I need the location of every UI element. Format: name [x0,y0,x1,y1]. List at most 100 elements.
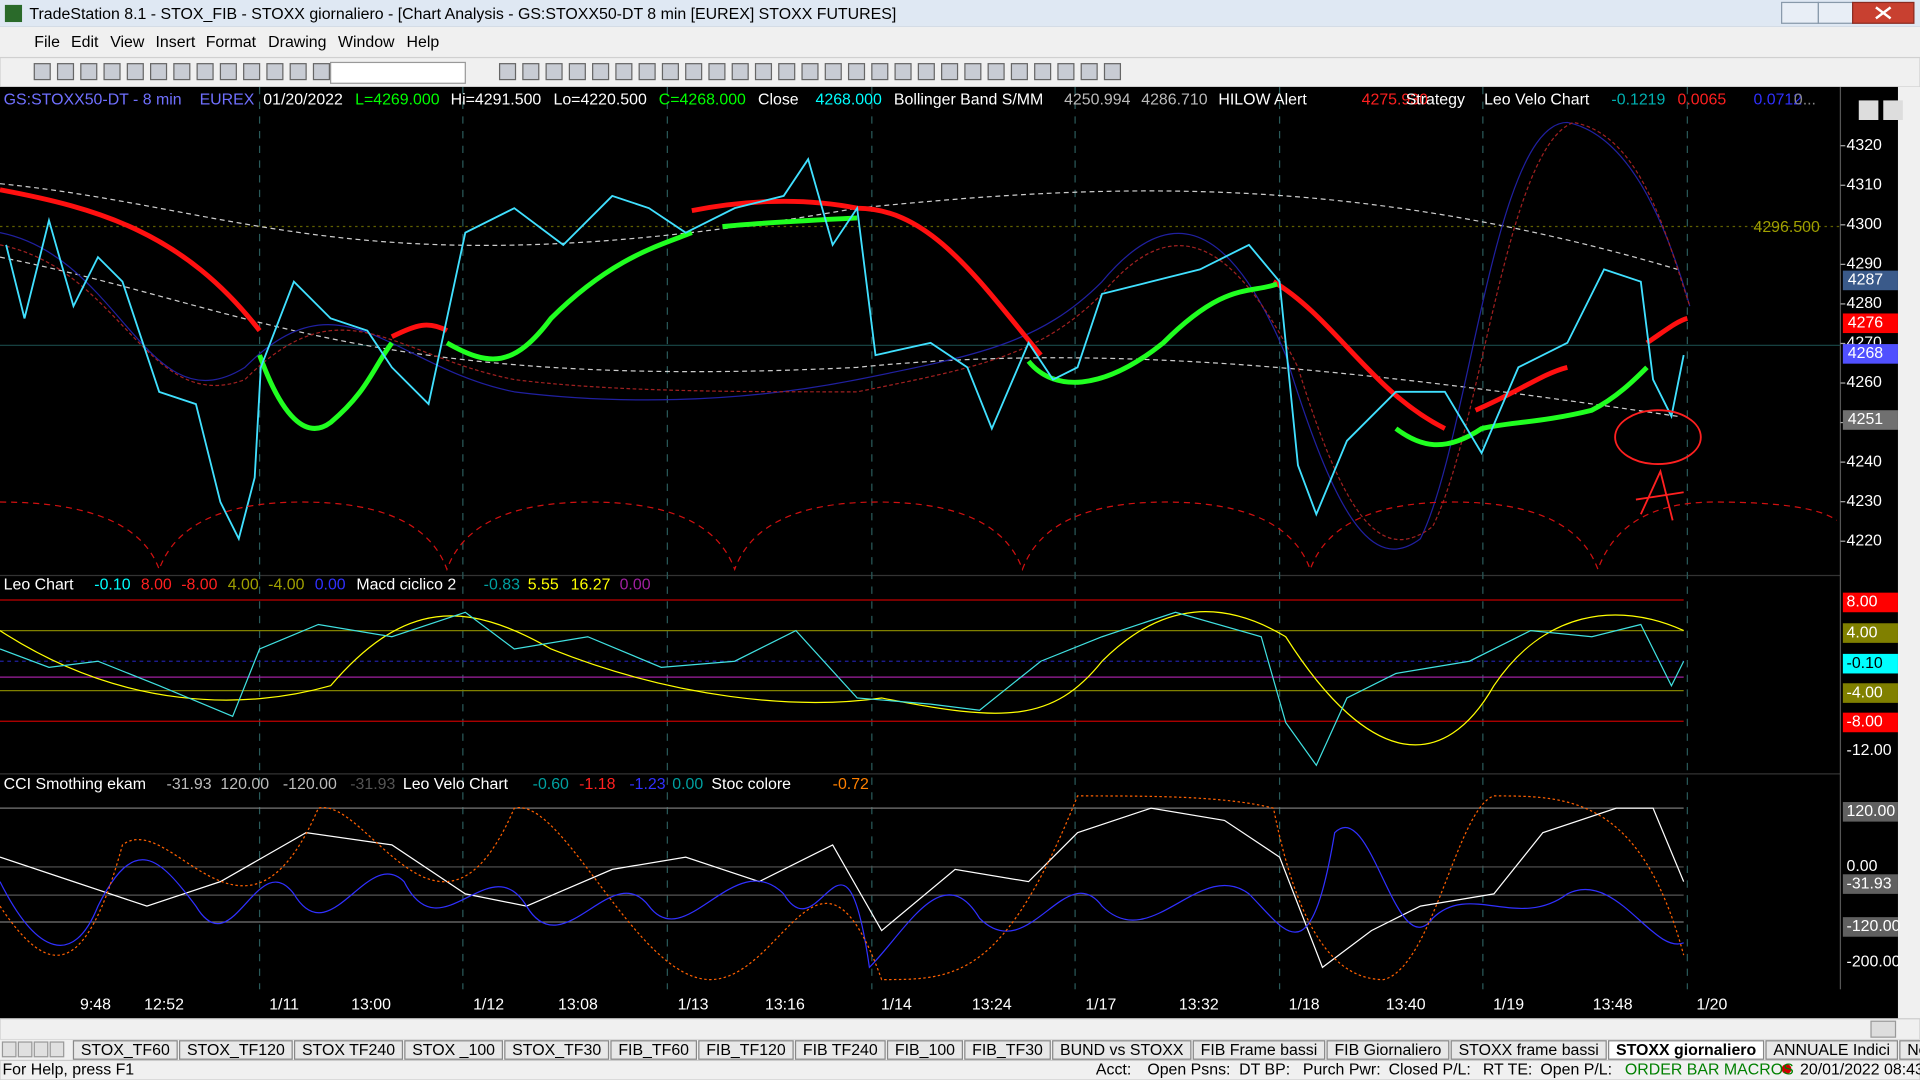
tool-icon[interactable] [266,63,284,81]
tool-icon[interactable] [1103,63,1122,81]
tool-icon[interactable] [568,63,586,81]
tab[interactable]: STOX TF240 [293,1040,404,1060]
tool-icon[interactable] [754,63,773,81]
menu-item[interactable]: Window [338,34,395,51]
tab[interactable]: STOX_TF120 [179,1040,293,1060]
legend-text: Lo=4220.500 [553,92,646,109]
maximize-button[interactable] [1817,1,1854,24]
sub-minimize[interactable] [1858,100,1879,120]
symbol-dropdown[interactable] [330,61,466,84]
sub-restore[interactable] [1883,100,1903,120]
legend-text: -0.72 [833,776,869,793]
tab[interactable]: ANNUALE Indici [1765,1040,1899,1060]
velo-blue [0,827,1684,969]
tool-icon[interactable] [80,63,98,81]
tool-icon[interactable] [592,63,610,81]
tab-nav[interactable] [49,1041,65,1058]
legend-text: Leo Velo Chart [403,776,509,793]
tab[interactable]: FIB TF240 [794,1040,886,1060]
tab[interactable]: FIB Frame bassi [1192,1040,1326,1060]
legend-text: 0.0712 [1753,92,1802,109]
minimize-button[interactable] [1781,1,1819,24]
tab[interactable]: STOXX frame bassi [1450,1040,1607,1060]
tool-icon[interactable] [1080,63,1098,81]
tool-icon[interactable] [917,63,935,81]
x-tick-label: 1/19 [1493,997,1524,1014]
h-scrollbar[interactable] [0,1018,1920,1041]
tool-icon[interactable] [615,63,633,81]
tool-icon[interactable] [987,63,1005,81]
x-tick-label: 12:52 [144,997,184,1014]
tool-icon[interactable] [33,63,51,81]
tool-icon[interactable] [1034,63,1052,81]
tab-label: FIB_TF30 [972,1042,1043,1059]
tab-nav[interactable] [1,1041,17,1058]
tab-nav[interactable] [17,1041,33,1058]
tool-icon[interactable] [522,63,540,81]
tool-icon[interactable] [847,63,866,81]
tool-icon[interactable] [219,63,237,81]
tool-icon[interactable] [638,63,656,81]
menu-item[interactable]: Drawing [268,34,326,51]
tool-icon[interactable] [1010,63,1028,81]
tab[interactable]: STOX_TF60 [72,1040,178,1060]
tool-icon[interactable] [894,63,912,81]
menu-item[interactable]: File [34,34,60,51]
tool-icon[interactable] [312,63,330,81]
tool-icon[interactable] [824,63,842,81]
tool-icon[interactable] [801,63,819,81]
menu-item[interactable]: View [110,34,145,51]
x-tick-label: 1/17 [1085,997,1116,1014]
tool-icon[interactable] [103,63,121,81]
tool-icon[interactable] [661,63,679,81]
tool-icon[interactable] [1057,63,1075,81]
tool-icon[interactable] [964,63,982,81]
tab[interactable]: STOX _100 [404,1040,504,1060]
tool-icon[interactable] [545,63,563,81]
tab[interactable]: FIB_TF60 [610,1040,698,1060]
legend-text: Leo Chart [4,577,74,594]
tab-label: FIB_100 [895,1042,955,1059]
y-tick-label: 4220 [1847,532,1883,549]
tab[interactable]: STOX_TF30 [504,1040,610,1060]
tab[interactable]: BUND vs STOXX [1052,1040,1192,1060]
tool-icon[interactable] [685,63,703,81]
axis-label: -8.00 [1847,714,1883,731]
axis-label-box [1842,802,1898,822]
tool-icon[interactable] [196,63,214,81]
scroll-thumb[interactable] [1870,1020,1897,1038]
tab-label: STOX_TF120 [187,1042,285,1059]
y-tick-label: 4310 [1847,176,1883,193]
tab[interactable]: FIB_TF120 [698,1040,794,1060]
tab[interactable]: FIB_TF30 [964,1040,1051,1060]
tool-icon[interactable] [289,63,307,81]
menu-item[interactable]: Format [206,34,257,51]
tab-label: BUND vs STOXX [1060,1042,1184,1059]
tool-icon[interactable] [731,63,749,81]
axis-label: -12.00 [1847,742,1892,759]
tool-icon[interactable] [150,63,168,81]
tab-label: STOX TF240 [302,1042,395,1059]
legend-text: L=4269.000 [355,92,440,109]
tool-icon[interactable] [498,63,517,81]
tool-icon[interactable] [243,63,261,81]
tool-icon[interactable] [173,63,191,81]
macd-yellow [0,611,1684,746]
tool-icon[interactable] [56,63,75,81]
tool-icon[interactable] [778,63,796,81]
tool-icon[interactable] [708,63,726,81]
tab[interactable]: FIB Giornaliero [1326,1040,1450,1060]
tool-icon[interactable] [126,63,144,81]
menu-item[interactable]: Edit [71,34,99,51]
tab[interactable]: FIB_100 [886,1040,963,1060]
status-text: For Help, press F1 [2,1061,134,1078]
menu-item[interactable]: Help [407,34,440,51]
tab-nav[interactable] [33,1041,49,1058]
tool-icon[interactable] [941,63,959,81]
menu-item[interactable]: Insert [156,34,196,51]
x-tick-label: 13:08 [558,997,598,1014]
title-bar [0,0,1920,27]
tab[interactable]: No PREZZI [1899,1040,1920,1060]
tool-icon[interactable] [871,63,889,81]
tab[interactable]: STOXX giornaliero [1608,1040,1765,1060]
